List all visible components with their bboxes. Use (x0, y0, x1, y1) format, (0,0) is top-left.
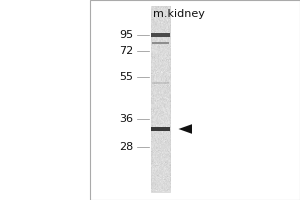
Bar (152, 82, 169, 84)
Bar (152, 42, 169, 44)
Text: 36: 36 (119, 114, 134, 124)
Text: 55: 55 (119, 72, 134, 82)
Bar (151, 6, 170, 192)
Bar (151, 127, 170, 131)
Bar (151, 33, 170, 37)
Text: m.kidney: m.kidney (153, 9, 204, 19)
Text: 72: 72 (119, 46, 134, 56)
Text: 95: 95 (119, 30, 134, 40)
Polygon shape (178, 124, 192, 134)
Bar (90, 0, 300, 200)
Text: 28: 28 (119, 142, 134, 152)
